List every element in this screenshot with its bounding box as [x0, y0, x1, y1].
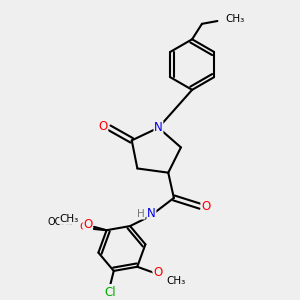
Text: N: N	[154, 121, 163, 134]
Text: O: O	[80, 222, 88, 233]
Text: Cl: Cl	[105, 286, 116, 299]
Text: CH₃: CH₃	[60, 214, 79, 224]
Text: O: O	[83, 218, 92, 231]
Text: CH₃: CH₃	[166, 276, 185, 286]
Text: OCH₃: OCH₃	[48, 217, 74, 227]
Text: CH₃: CH₃	[226, 14, 245, 24]
Text: N: N	[147, 207, 156, 220]
Text: O: O	[98, 120, 108, 133]
Text: O: O	[153, 266, 163, 279]
Text: O: O	[201, 200, 210, 213]
Text: H: H	[137, 209, 145, 219]
